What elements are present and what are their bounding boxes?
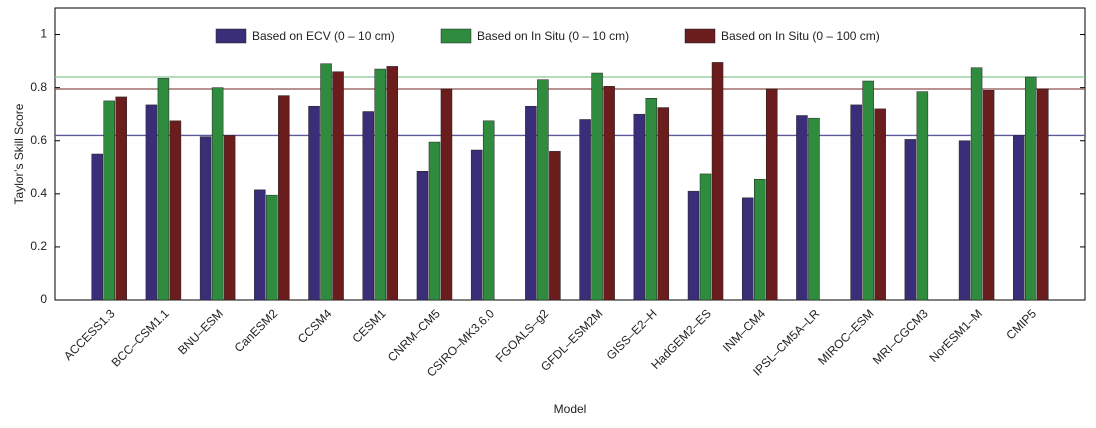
bar [320,63,332,301]
x-tick-label: INM–CM4 [720,306,768,354]
x-tick-label: CESM1 [349,306,388,345]
bar [699,173,712,301]
y-axis-label: Taylor’s Skill Score [12,103,26,204]
bar [157,78,170,301]
bar [278,95,290,301]
bar [657,107,670,301]
bar [115,96,127,301]
bar [741,197,754,301]
bar [525,105,537,301]
bar [1013,135,1025,301]
x-tick-label: ACCESS1.3 [61,306,118,363]
bar [199,136,212,301]
bar [753,178,766,301]
bar [1025,76,1037,301]
bar [970,67,983,301]
bar [549,151,561,301]
legend-label: Based on ECV (0 – 10 cm) [252,29,395,43]
legend-label: Based on In Situ (0 – 100 cm) [721,29,880,43]
bar [254,189,266,301]
bar [103,100,115,301]
bar [211,87,224,301]
bar [223,135,236,301]
x-tick-label: CanESM2 [232,306,281,355]
bar [1037,88,1049,301]
x-tick-label: GISS–E2–H [604,306,660,362]
bar [850,104,862,301]
bar [537,79,549,301]
bar [591,72,603,301]
bar [982,90,995,301]
bar [796,115,808,301]
x-tick-label: CNRM–CM5 [385,306,443,364]
bar [645,98,658,301]
x-tick-label: CCSM4 [295,306,335,346]
bar [169,120,182,301]
bar [687,190,700,301]
y-tick-label: 0 [40,292,47,306]
bar [765,88,778,301]
bar [579,119,591,301]
bar [386,66,399,301]
y-tick-label: 0.8 [30,80,47,94]
legend-swatch [440,28,472,44]
x-tick-label: BCC–CSM1.1 [109,306,172,369]
x-tick-label: NorESM1–M [926,306,984,364]
bar [145,104,158,301]
y-tick-label: 0.4 [30,186,47,200]
bar [603,86,615,301]
bar [266,194,278,301]
bar [332,71,344,301]
bar [374,68,387,301]
bar [808,117,820,301]
bar [711,62,724,301]
x-tick-label: FGOALS–g2 [493,306,552,365]
bar [308,105,320,301]
bar [862,80,874,301]
x-tick-label: BNU–ESM [175,306,226,357]
y-tick-label: 0.2 [30,239,47,253]
legend-label: Based on In Situ (0 – 10 cm) [477,29,629,43]
bar [482,120,495,301]
bar [470,149,483,301]
bar [428,141,441,301]
x-tick-label: CMIP5 [1003,306,1039,342]
legend-swatch [215,28,247,44]
x-axis-label: Model [554,402,587,416]
bar [904,139,917,301]
bar [874,108,886,301]
bar [91,153,103,301]
y-tick-label: 1 [40,27,47,41]
bar [958,140,971,301]
legend-swatch [684,28,716,44]
y-tick-label: 0.6 [30,133,47,147]
plot-frame [54,7,1086,301]
bar [416,171,429,301]
bar [362,111,375,301]
x-tick-label: MIROC–ESM [815,306,876,367]
bar [440,88,453,301]
bar [633,113,646,301]
bar [916,91,929,301]
x-tick-label: MRI–CGCM3 [870,306,931,367]
